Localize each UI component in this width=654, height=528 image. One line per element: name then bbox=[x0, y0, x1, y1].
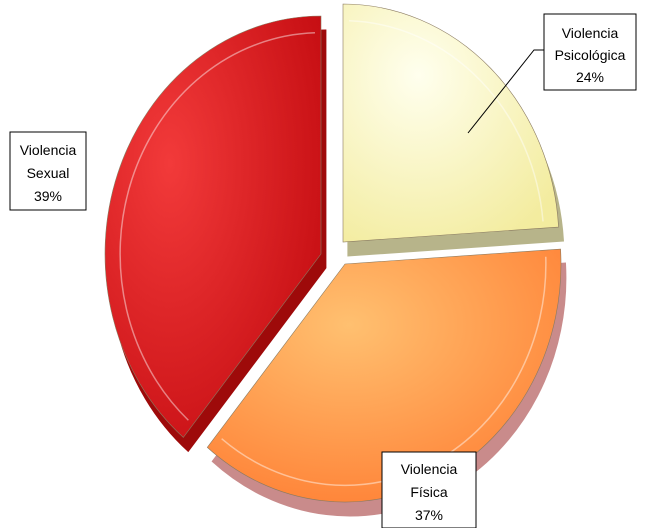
label-fisica-line2: Física bbox=[410, 484, 448, 500]
leader-line-psicologica bbox=[467, 49, 544, 134]
label-fisica-percent: 37% bbox=[415, 507, 443, 523]
pie-slice-sexual bbox=[104, 15, 322, 438]
pie-slices bbox=[104, 3, 567, 517]
label-psicologica-line1: Violencia bbox=[562, 25, 619, 41]
label-fisica-line1: Violencia bbox=[401, 461, 458, 477]
data-label-fisica: Violencia Física 37% bbox=[381, 451, 477, 528]
data-label-sexual: Violencia Sexual 39% bbox=[9, 131, 87, 211]
data-label-psicologica: Violencia Psicológica 24% bbox=[543, 13, 637, 91]
pie-slice-psicologica bbox=[342, 3, 559, 243]
label-sexual-percent: 39% bbox=[34, 188, 62, 204]
label-psicologica-percent: 24% bbox=[576, 69, 604, 85]
label-sexual-line1: Violencia bbox=[20, 142, 77, 158]
pie-slice-highlight-psicologica bbox=[348, 20, 544, 222]
label-psicologica-line2: Psicológica bbox=[555, 47, 626, 63]
label-sexual-line2: Sexual bbox=[27, 165, 70, 181]
pie-slice-highlight-sexual bbox=[119, 32, 316, 421]
